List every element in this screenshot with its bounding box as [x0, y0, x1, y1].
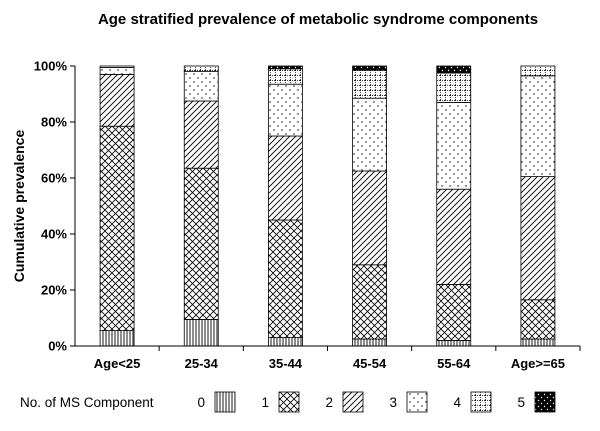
- x-tick-label: Age<25: [94, 356, 141, 371]
- bars: [99, 65, 556, 347]
- bar-segment: [352, 264, 387, 340]
- legend-swatch: [406, 391, 428, 413]
- legend-label: 1: [261, 395, 269, 410]
- bar-segment: [352, 97, 387, 172]
- legend-swatch: [342, 391, 364, 413]
- bar-segment: [268, 68, 303, 85]
- bar-segment: [183, 100, 219, 169]
- bar-segment: [436, 102, 472, 190]
- x-tick-label: 25-34: [185, 356, 219, 371]
- y-tick-label: 40%: [41, 227, 67, 242]
- bar-segment: [436, 72, 472, 103]
- x-tick-label: 45-54: [353, 356, 387, 371]
- bar-segment: [520, 338, 556, 347]
- legend-label: 5: [517, 395, 525, 410]
- bar-segment: [99, 65, 135, 68]
- legend-label: 4: [453, 395, 461, 410]
- legend-label: 3: [389, 395, 397, 410]
- legend: No. of MS Component 0 1 2 3 4 5: [20, 391, 556, 413]
- x-tick-label: 35-44: [269, 356, 303, 371]
- y-axis: 0% 20% 40% 60% 80% 100%: [34, 59, 76, 354]
- bar-segment: [520, 65, 556, 77]
- bar-segment: [520, 176, 556, 301]
- y-axis-label: Cumulative prevalence: [11, 130, 27, 283]
- y-tick-label: 100%: [34, 59, 68, 74]
- bar-segment: [436, 65, 472, 74]
- chart-title: Age stratified prevalence of metabolic s…: [98, 11, 538, 28]
- x-axis: Age<25 25-34 35-44 45-54 55-64 Age>=65: [75, 345, 581, 371]
- bar-segment: [436, 188, 472, 285]
- bar-segment: [352, 338, 387, 347]
- bar-segment: [268, 337, 303, 347]
- bar-segment: [268, 135, 303, 221]
- bar-segment: [436, 283, 472, 341]
- bar-segment: [99, 330, 135, 347]
- legend-label: 2: [325, 395, 333, 410]
- legend-swatch: [278, 391, 300, 413]
- legend-swatch: [534, 391, 556, 413]
- y-tick-label: 20%: [41, 283, 67, 298]
- legend-title: No. of MS Component: [20, 395, 154, 410]
- y-tick-label: 80%: [41, 115, 67, 130]
- bar-segment: [352, 69, 387, 99]
- bar-segment: [268, 219, 303, 338]
- bar-segment: [520, 299, 556, 340]
- y-tick-label: 0%: [48, 339, 67, 354]
- bar-segment: [183, 167, 219, 320]
- bar-segment: [352, 65, 387, 71]
- bar-segment: [520, 75, 556, 178]
- legend-swatch: [214, 391, 236, 413]
- bar-segment: [99, 125, 135, 331]
- bar-segment: [268, 65, 303, 70]
- y-tick-label: 60%: [41, 171, 67, 186]
- x-tick-label: Age>=65: [511, 356, 565, 371]
- bar-segment: [436, 339, 472, 347]
- x-tick-label: 55-64: [437, 356, 471, 371]
- bar-segment: [99, 67, 135, 75]
- bar-segment: [99, 74, 135, 127]
- legend-label: 0: [197, 395, 205, 410]
- bar-segment: [268, 83, 303, 137]
- bar-segment: [183, 71, 219, 102]
- legend-swatch: [470, 391, 492, 413]
- bar-segment: [352, 170, 387, 266]
- bar-segment: [183, 65, 219, 72]
- bar-segment: [183, 318, 219, 347]
